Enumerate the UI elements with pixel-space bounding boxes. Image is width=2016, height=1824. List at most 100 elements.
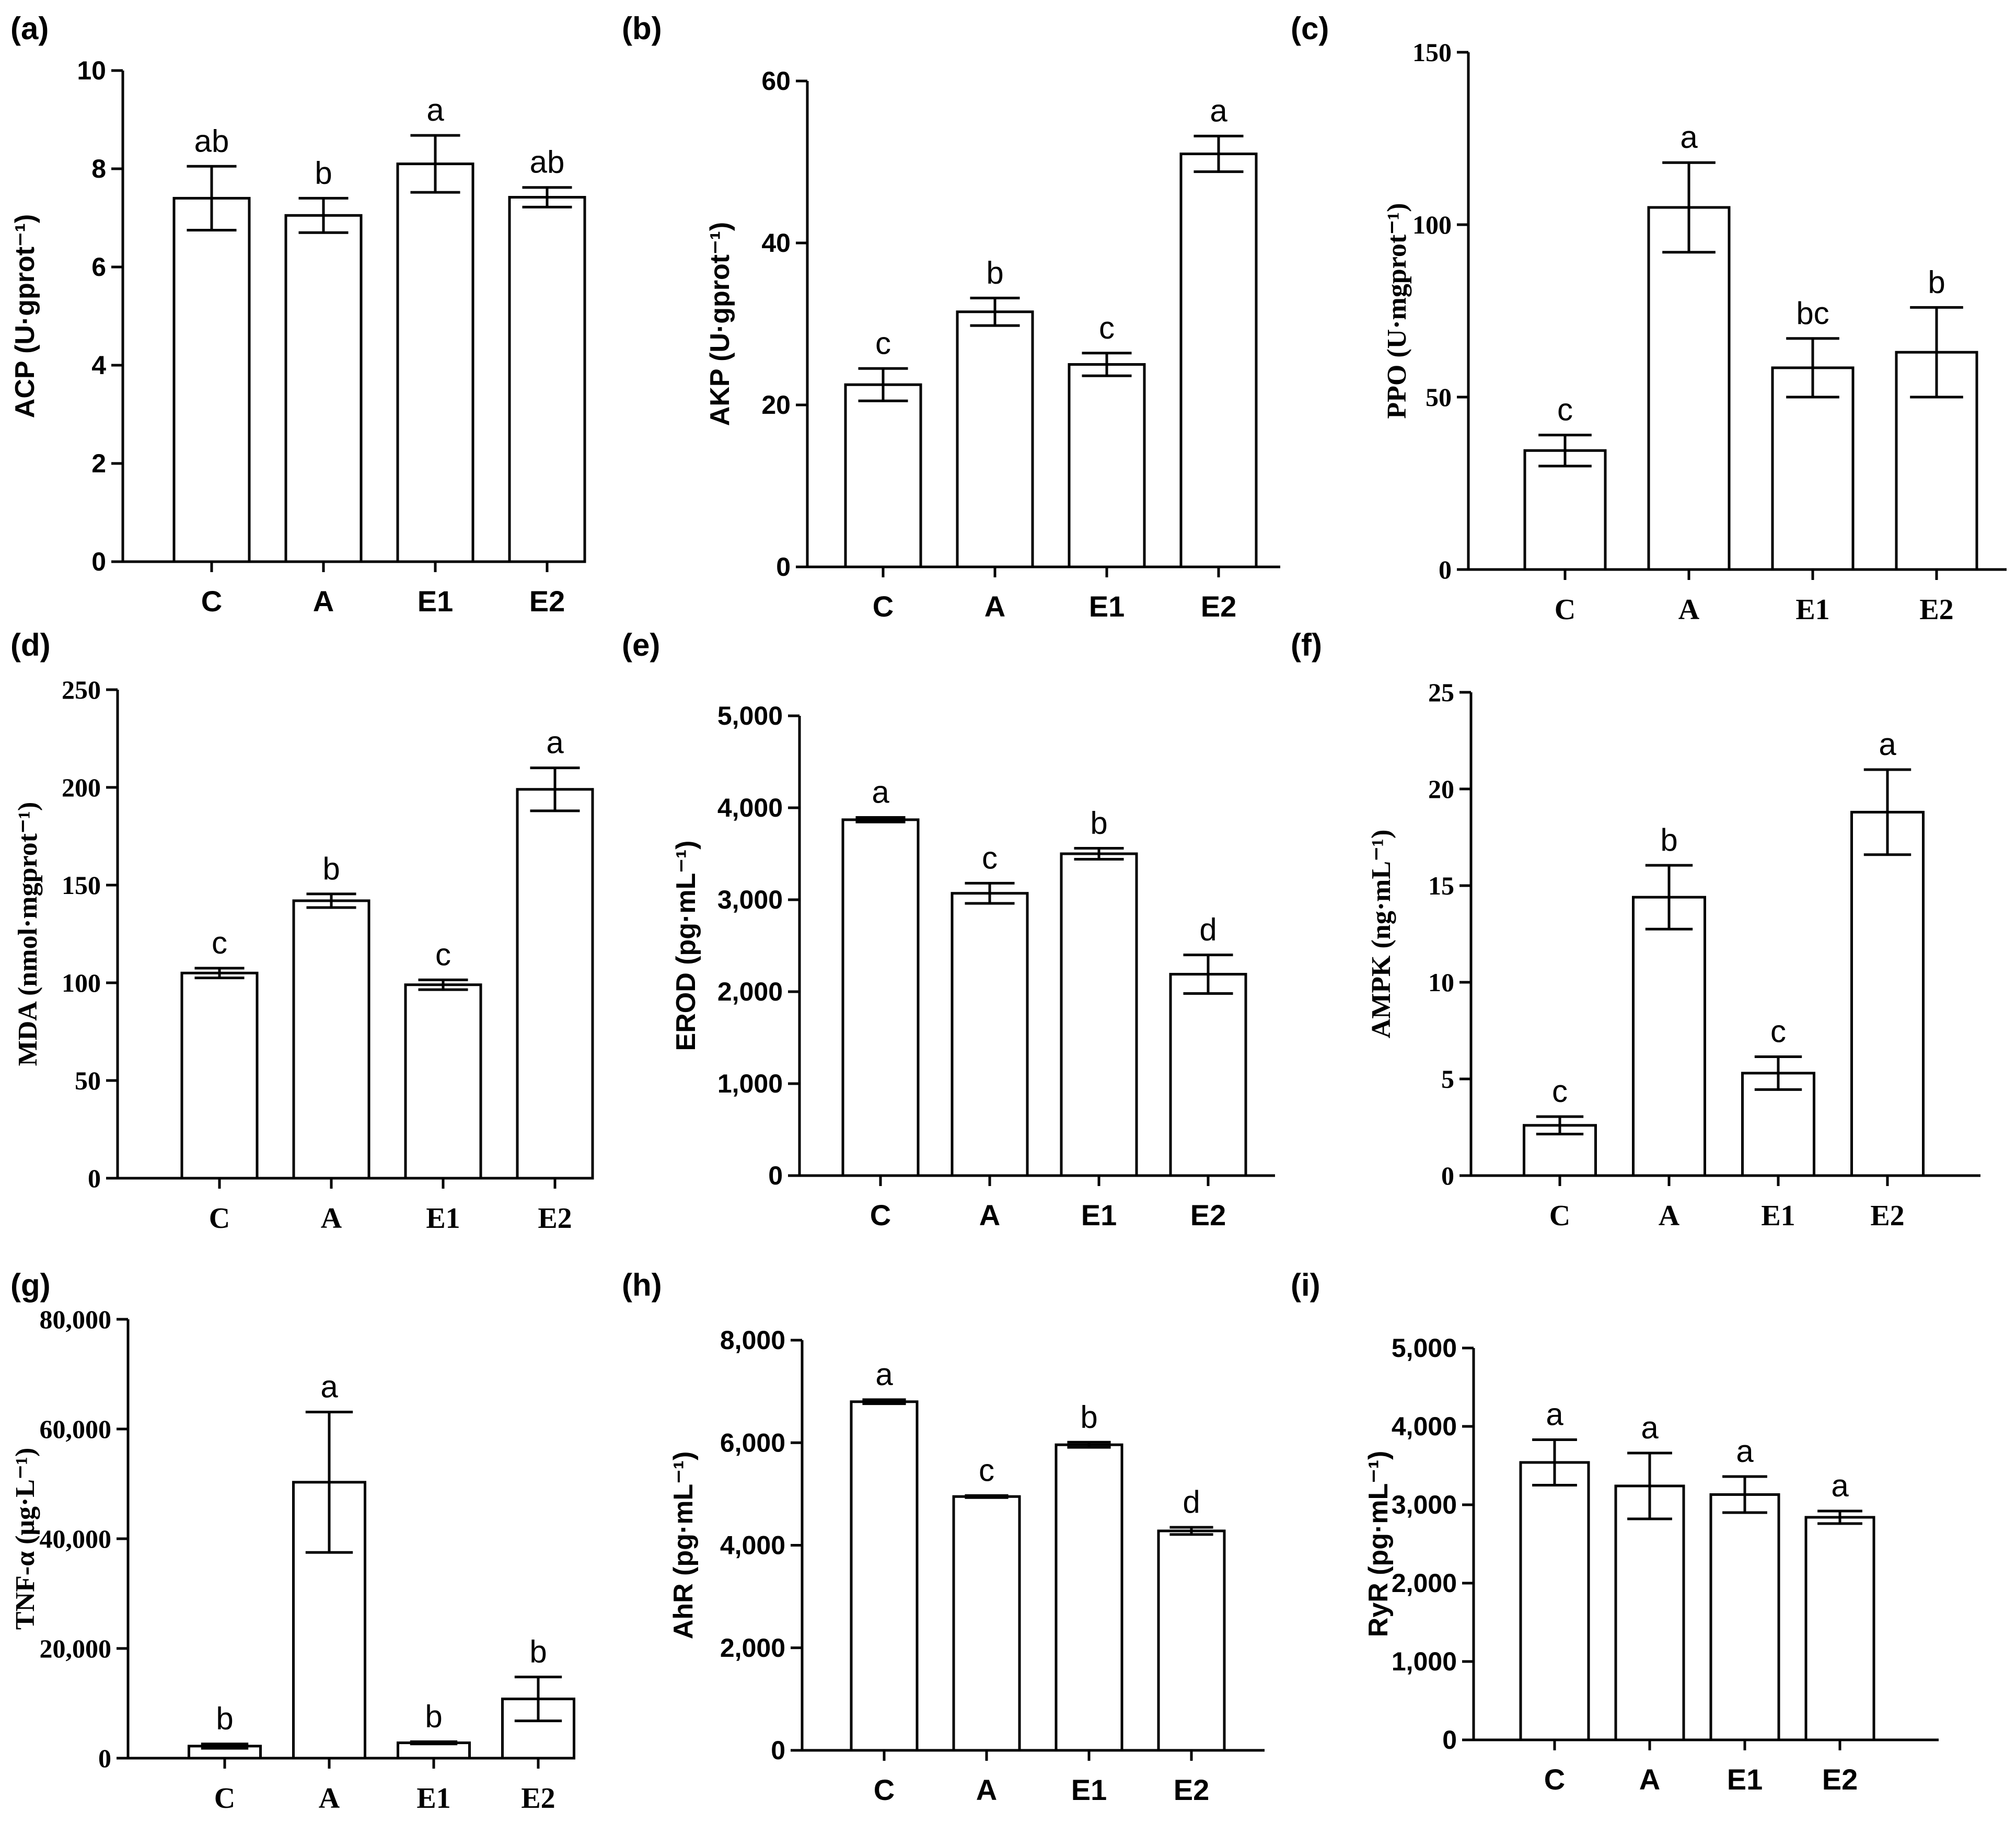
y-tick-label: 5 bbox=[1441, 1064, 1454, 1094]
category-label-A: A bbox=[984, 590, 1005, 623]
y-tick-label: 0 bbox=[771, 1736, 785, 1765]
significance-letter-E2: d bbox=[1199, 912, 1216, 947]
bar-E1 bbox=[396, 162, 474, 563]
panel-label: (b) bbox=[622, 11, 662, 46]
significance-letter-E1: b bbox=[425, 1699, 442, 1734]
y-tick-label: 150 bbox=[1412, 38, 1452, 67]
significance-letter-E1: a bbox=[1736, 1434, 1754, 1469]
bar-C bbox=[1519, 1461, 1590, 1741]
y-tick-label: 10 bbox=[77, 56, 106, 85]
y-tick-label: 1,000 bbox=[717, 1069, 783, 1098]
significance-letter-C: a bbox=[875, 1357, 893, 1392]
y-tick-label: 20 bbox=[761, 390, 791, 420]
y-tick-label: 100 bbox=[1412, 210, 1452, 239]
y-tick-label: 0 bbox=[91, 547, 106, 576]
bar-A bbox=[951, 892, 1029, 1177]
significance-letter-C: c bbox=[1552, 1074, 1568, 1109]
panel-label: (f) bbox=[1291, 628, 1322, 663]
bar-E2 bbox=[1804, 1516, 1875, 1741]
y-tick-label: 4,000 bbox=[720, 1531, 785, 1560]
category-label-A: A bbox=[321, 1202, 342, 1235]
significance-letter-E2: d bbox=[1183, 1484, 1200, 1519]
panel-a: (a) ACP (U·gprot⁻¹) 0 2 4 6 8 10 ab Cb Aa E1 ab E2 bbox=[10, 11, 586, 618]
y-axis-label: ACP (U·gprot⁻¹) bbox=[10, 214, 40, 418]
panel-label: (h) bbox=[622, 1268, 662, 1303]
y-tick-label: 40,000 bbox=[40, 1524, 112, 1553]
category-label-E1: E1 bbox=[1727, 1763, 1763, 1796]
panel-label: (g) bbox=[10, 1268, 51, 1303]
significance-letter-E2: a bbox=[1831, 1468, 1849, 1503]
bar-E1 bbox=[1060, 852, 1138, 1177]
significance-letter-C: a bbox=[872, 774, 889, 809]
y-tick-label: 15 bbox=[1428, 871, 1454, 900]
significance-letter-E1: c bbox=[1770, 1014, 1786, 1049]
bar-C bbox=[850, 1400, 919, 1752]
panel-label: (d) bbox=[10, 628, 51, 663]
category-label-E2: E2 bbox=[521, 1782, 555, 1815]
y-tick-label: 4,000 bbox=[1392, 1412, 1457, 1441]
category-label-E1: E1 bbox=[416, 1782, 450, 1815]
y-tick-label: 10 bbox=[1428, 968, 1454, 997]
y-tick-label: 0 bbox=[98, 1744, 111, 1773]
y-tick-label: 20 bbox=[1428, 774, 1454, 804]
y-tick-label: 2,000 bbox=[720, 1633, 785, 1663]
category-label-C: C bbox=[1555, 594, 1575, 626]
category-label-E2: E2 bbox=[1822, 1763, 1858, 1796]
significance-letter-C: c bbox=[1557, 392, 1573, 427]
panel-i: (i) RyR (pg·mL⁻¹) 0 1,000 2,000 3,000 4,000 5,0… bbox=[1291, 1268, 1939, 1796]
panel-e: (e) EROD (pg·mL⁻¹) 0 1,000 2,000 3,000 4,000 5,… bbox=[622, 628, 1275, 1232]
significance-letter-E1: b bbox=[1080, 1399, 1097, 1434]
significance-letter-A: a bbox=[1680, 120, 1698, 155]
bar-A bbox=[1632, 896, 1706, 1177]
significance-letter-A: a bbox=[1641, 1410, 1659, 1445]
bar-A bbox=[956, 310, 1034, 568]
y-tick-label: 4 bbox=[91, 351, 106, 380]
significance-letter-C: b bbox=[216, 1701, 233, 1736]
significance-letter-A: c bbox=[979, 1453, 994, 1488]
bar-C bbox=[180, 971, 259, 1180]
bar-E1 bbox=[1709, 1493, 1780, 1741]
significance-letter-C: ab bbox=[194, 123, 229, 158]
y-tick-label: 50 bbox=[1426, 382, 1452, 412]
y-tick-label: 6 bbox=[91, 252, 106, 282]
panel-b: (b) AKP (U·gprot⁻¹) 0 20 40 60 c Cb Ac E1 a E2 bbox=[622, 11, 1280, 623]
bar-E2 bbox=[508, 196, 586, 563]
category-label-E2: E2 bbox=[1870, 1200, 1904, 1232]
significance-letter-A: b bbox=[322, 851, 340, 886]
category-label-E2: E2 bbox=[1190, 1199, 1226, 1232]
y-tick-label: 4,000 bbox=[717, 793, 783, 822]
panel-label: (a) bbox=[10, 11, 49, 46]
y-tick-label: 0 bbox=[1439, 555, 1452, 584]
y-axis-label: TNF-α (μg·L⁻¹) bbox=[10, 1448, 40, 1630]
significance-letter-E2: a bbox=[1879, 727, 1896, 762]
y-tick-label: 3,000 bbox=[1392, 1490, 1457, 1519]
category-label-E1: E1 bbox=[418, 585, 454, 618]
y-tick-label: 5,000 bbox=[717, 701, 783, 730]
bar-A bbox=[952, 1495, 1021, 1752]
panel-g: (g) TNF-α (μg·L⁻¹) 0 20,000 40,000 60,000 80,0… bbox=[10, 1268, 575, 1815]
y-tick-label: 25 bbox=[1428, 678, 1454, 707]
y-tick-label: 1,000 bbox=[1392, 1647, 1457, 1676]
bar-C bbox=[172, 196, 251, 563]
bar-E2 bbox=[1169, 973, 1247, 1177]
bar-C bbox=[844, 383, 922, 568]
category-label-A: A bbox=[976, 1773, 997, 1806]
y-tick-label: 8 bbox=[91, 154, 106, 183]
y-axis-label: AhR (pg·mL⁻¹) bbox=[668, 1451, 699, 1640]
y-tick-label: 2,000 bbox=[717, 977, 783, 1006]
significance-letter-E1: a bbox=[426, 92, 444, 127]
category-label-E2: E2 bbox=[529, 585, 565, 618]
significance-letter-A: b bbox=[1660, 822, 1677, 857]
y-tick-label: 100 bbox=[62, 968, 101, 997]
category-label-A: A bbox=[1678, 594, 1700, 626]
significance-letter-E2: a bbox=[546, 725, 564, 760]
y-axis-label: EROD (pg·mL⁻¹) bbox=[671, 841, 701, 1051]
y-tick-label: 0 bbox=[88, 1164, 101, 1193]
significance-letter-E1: b bbox=[1090, 805, 1107, 840]
y-tick-label: 2,000 bbox=[1392, 1569, 1457, 1598]
y-tick-label: 0 bbox=[776, 552, 791, 582]
category-label-E1: E1 bbox=[1071, 1773, 1107, 1806]
y-tick-label: 60,000 bbox=[40, 1414, 112, 1444]
bar-C bbox=[841, 818, 920, 1177]
